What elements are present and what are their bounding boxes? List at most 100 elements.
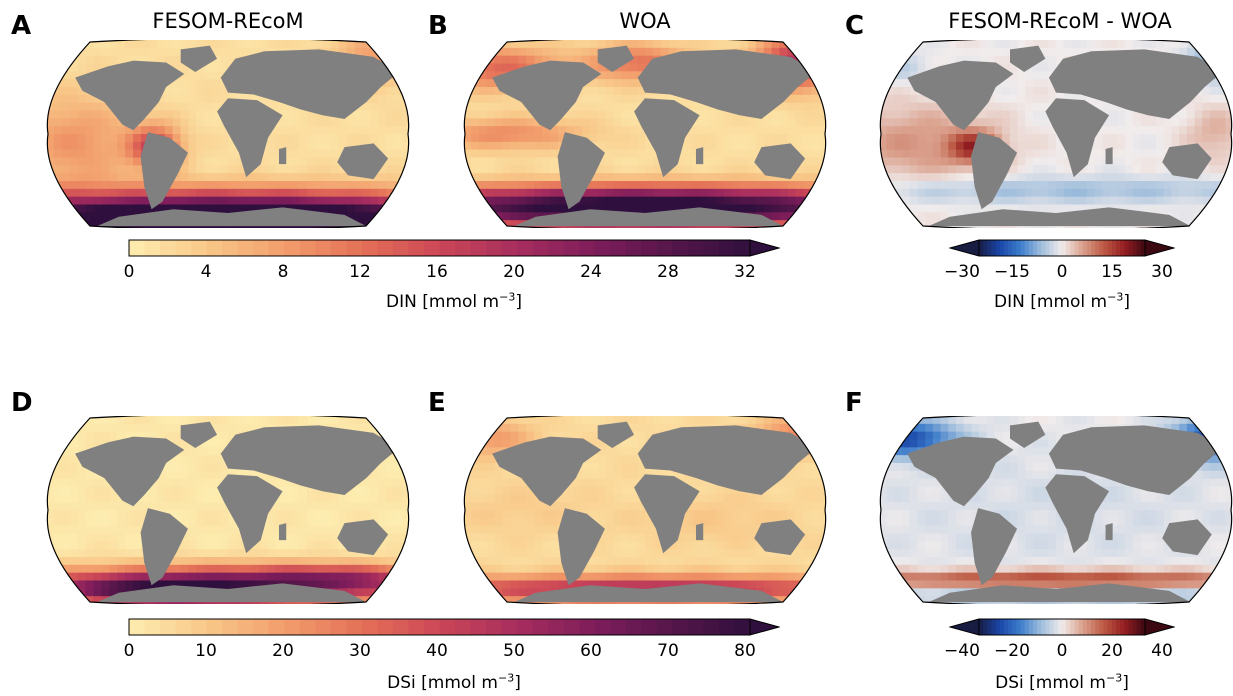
field-cell (565, 126, 575, 135)
field-cell (47, 196, 55, 206)
map-field (47, 416, 409, 604)
field-cell (69, 557, 79, 566)
field-cell (486, 470, 496, 480)
field-cell (1140, 181, 1150, 190)
field-cell (1225, 181, 1232, 190)
field-cell (235, 173, 245, 182)
field-cell (338, 134, 348, 143)
field-cell (963, 204, 973, 214)
field-cell (315, 510, 324, 519)
field-cell (156, 47, 166, 57)
field-cell (346, 486, 356, 496)
field-cell (708, 165, 718, 174)
field-cell (1156, 165, 1165, 174)
field-cell (402, 502, 409, 511)
field-cell (53, 439, 63, 449)
field-cell (787, 173, 797, 182)
field-cell (188, 455, 198, 464)
field-cell (220, 517, 229, 527)
field-cell (994, 196, 1003, 206)
field-cell (803, 173, 812, 182)
field-cell (394, 486, 403, 496)
field-cell (140, 510, 150, 519)
field-cell (322, 525, 332, 535)
field-cell (251, 557, 261, 566)
field-cell (69, 470, 79, 480)
field-cell (212, 494, 221, 503)
field-cell (880, 63, 888, 73)
field-cell (621, 463, 630, 472)
field-cell (1217, 157, 1227, 167)
field-cell (1079, 94, 1088, 104)
field-cell (589, 110, 599, 120)
field-cell (763, 118, 773, 127)
field-cell (77, 87, 87, 96)
field-cell (739, 40, 749, 49)
land-antarctica (513, 207, 784, 227)
field-cell (955, 134, 965, 143)
field-cell (557, 188, 567, 198)
field-cell (1163, 204, 1173, 214)
field-cell (228, 55, 237, 65)
field-cell (228, 141, 237, 151)
field-cell (1048, 63, 1057, 73)
field-cell (109, 588, 119, 597)
field-cell (322, 141, 332, 151)
field-cell (164, 40, 174, 49)
field-cell (61, 447, 71, 456)
field-cell (542, 423, 551, 433)
map-panel-e (463, 416, 827, 604)
field-cell (362, 196, 372, 206)
field-cell (652, 416, 662, 425)
field-cell (1117, 141, 1127, 151)
field-cell (668, 165, 678, 174)
field-cell (53, 87, 63, 96)
field-cell (1209, 94, 1219, 104)
field-cell (902, 71, 911, 80)
field-cell (486, 423, 496, 433)
field-cell (386, 188, 395, 198)
field-cell (621, 486, 630, 496)
field-cell (77, 463, 87, 472)
field-cell (478, 118, 488, 127)
field-cell (502, 149, 512, 159)
field-cell (148, 204, 158, 214)
field-cell (1040, 141, 1050, 151)
field-cell (283, 533, 293, 543)
field-cell (69, 47, 79, 57)
field-cell (589, 502, 599, 511)
field-cell (534, 181, 543, 190)
field-cell (307, 541, 316, 550)
field-cell (613, 486, 623, 496)
field-cell (69, 149, 79, 159)
field-cell (542, 134, 551, 143)
field-cell (251, 580, 261, 590)
field-cell (739, 196, 749, 206)
field-cell (1132, 40, 1142, 49)
field-cell (597, 126, 607, 135)
field-cell (880, 212, 888, 221)
field-cell (47, 564, 55, 574)
field-cell (338, 196, 348, 206)
field-cell (573, 494, 583, 503)
field-cell (370, 486, 380, 496)
field-cell (613, 149, 623, 159)
field-cell (1094, 149, 1103, 159)
field-cell (267, 541, 277, 550)
field-cell (597, 79, 607, 88)
field-cell (542, 431, 551, 441)
field-cell (1009, 87, 1019, 96)
field-cell (795, 173, 805, 182)
field-cell (1194, 212, 1204, 221)
field-cell (378, 557, 388, 566)
field-cell (1132, 165, 1142, 174)
field-cell (125, 173, 134, 182)
field-cell (47, 502, 55, 511)
field-cell (589, 188, 599, 198)
field-cell (565, 110, 575, 120)
field-cell (69, 212, 79, 221)
field-cell (803, 188, 812, 198)
field-cell (589, 173, 599, 182)
field-cell (196, 165, 206, 174)
field-cell (164, 118, 174, 127)
